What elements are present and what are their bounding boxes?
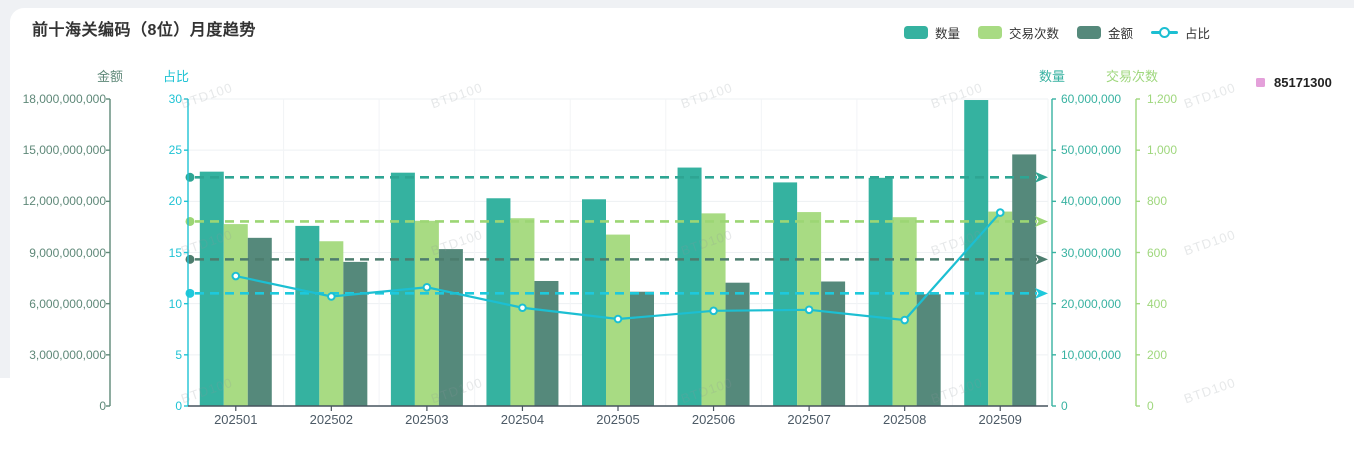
legend-item-金额[interactable]: 金额 [1077, 23, 1133, 42]
bar-数量-202501[interactable] [199, 171, 224, 406]
point-占比-202508[interactable] [900, 315, 909, 325]
bar-数量-202508[interactable] [868, 177, 893, 406]
bar-数量-202509[interactable] [964, 100, 989, 407]
legend-label-交易次数: 交易次数 [1009, 26, 1060, 41]
avg-markline-start-dot-数量 [185, 172, 195, 182]
point-占比-202507[interactable] [804, 305, 814, 315]
avg-markline-arrow-占比 [1035, 287, 1048, 299]
point-占比-202503[interactable] [422, 282, 432, 292]
code-legend-swatch [1256, 78, 1265, 87]
avg-markline-start-dot-占比 [185, 288, 195, 298]
legend-item-交易次数[interactable]: 交易次数 [978, 23, 1059, 42]
bar-金额-202501[interactable] [247, 237, 272, 406]
chart-legend: 数量 交易次数 金额 占比 [904, 23, 1210, 42]
bar-交易次数-202504[interactable] [510, 218, 535, 406]
legend-label-金额: 金额 [1108, 26, 1134, 41]
bar-金额-202505[interactable] [630, 291, 654, 406]
legend-swatch-金额 [1077, 25, 1102, 39]
legend-label-数量: 数量 [935, 26, 961, 41]
bar-金额-202507[interactable] [821, 281, 846, 406]
point-占比-202506[interactable] [709, 306, 718, 316]
legend-swatch-数量 [904, 25, 928, 39]
bar-金额-202508[interactable] [916, 294, 941, 406]
bar-金额-202509[interactable] [1012, 154, 1037, 406]
legend-line-icon-占比 [1151, 26, 1179, 39]
point-占比-202505[interactable] [613, 314, 623, 324]
avg-markline-arrow-数量 [1035, 171, 1048, 183]
bar-金额-202506[interactable] [725, 282, 750, 406]
avg-markline-start-dot-交易次数 [185, 216, 195, 226]
avg-markline-arrow-交易次数 [1035, 215, 1048, 227]
point-占比-202509[interactable] [995, 208, 1005, 217]
bar-交易次数-202509[interactable] [988, 211, 1013, 406]
avg-markline-arrow-金额 [1035, 253, 1048, 265]
point-占比-202502[interactable] [327, 292, 336, 301]
bar-交易次数-202502[interactable] [319, 241, 344, 406]
bar-金额-202502[interactable] [343, 261, 368, 406]
bar-数量-202505[interactable] [582, 199, 606, 406]
chart-title: 前十海关编码（8位）月度趋势 [32, 22, 256, 39]
legend-item-数量[interactable]: 数量 [904, 23, 960, 42]
bar-交易次数-202503[interactable] [414, 220, 439, 406]
legend-swatch-交易次数 [978, 25, 1003, 39]
code-legend-label: 85171300 [1274, 75, 1332, 90]
code-legend-item[interactable]: 85171300 [1256, 75, 1332, 90]
bar-数量-202506[interactable] [677, 167, 702, 406]
legend-circle-glyph [1159, 26, 1171, 38]
point-占比-202504[interactable] [518, 303, 527, 313]
legend-label-占比: 占比 [1185, 26, 1211, 41]
bar-交易次数-202501[interactable] [223, 224, 248, 406]
avg-markline-start-dot-金额 [185, 254, 195, 264]
bar-金额-202504[interactable] [534, 280, 559, 406]
bar-数量-202502[interactable] [295, 225, 320, 406]
legend-item-占比[interactable]: 占比 [1151, 23, 1210, 42]
point-占比-202501[interactable] [231, 271, 241, 281]
bar-金额-202503[interactable] [438, 249, 463, 406]
